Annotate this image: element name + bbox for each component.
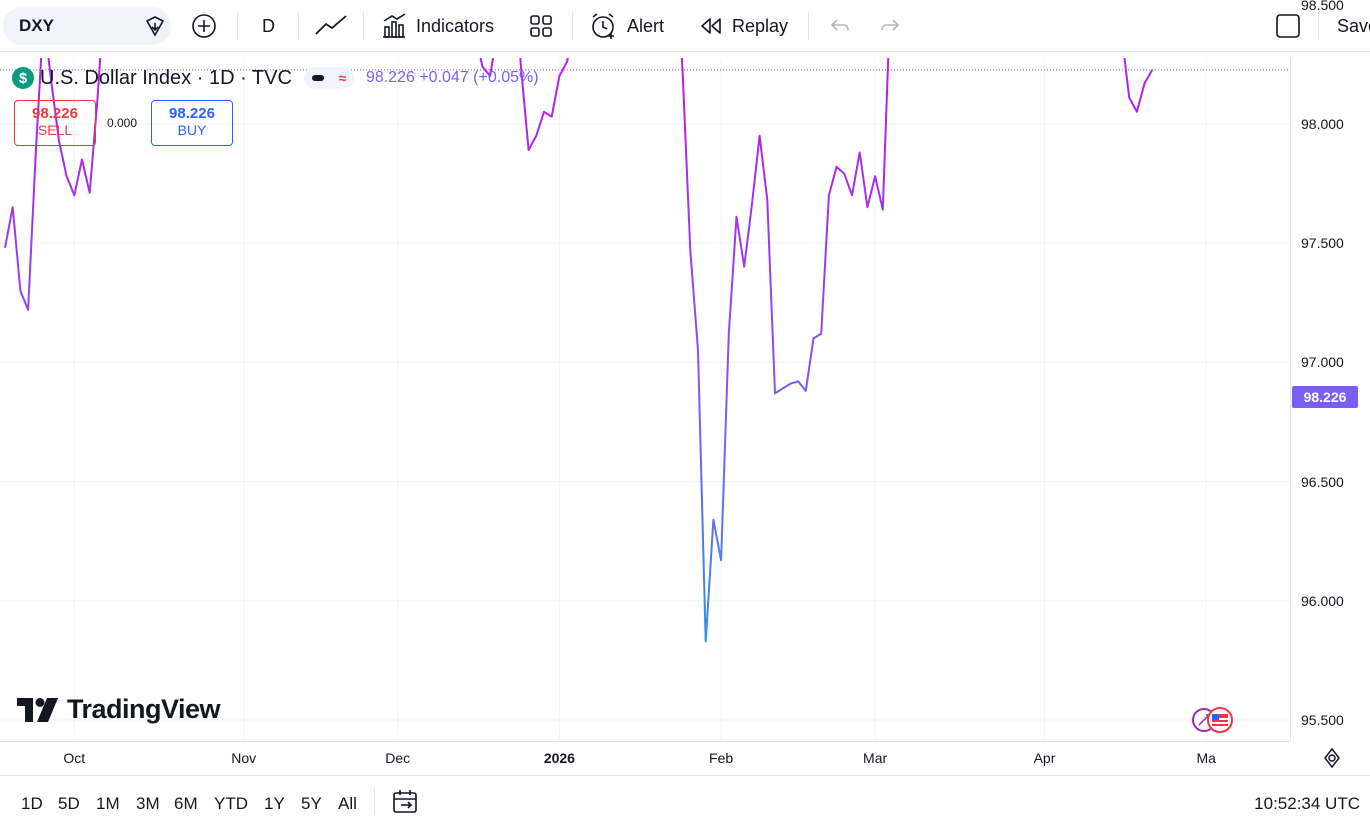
tradingview-logo[interactable]: TradingView: [17, 694, 221, 725]
redo-icon: [881, 19, 900, 31]
price-axis-label: 97.000: [1301, 354, 1344, 371]
layouts-button[interactable]: [528, 9, 554, 43]
sell-price: 98.226: [32, 105, 78, 122]
chart-legend: $ U.S. Dollar Index · 1D · TVC ≈ 98.226 …: [12, 64, 539, 92]
alert-label: Alert: [627, 15, 665, 36]
line-chart-icon: [315, 15, 347, 35]
top-toolbar: DXY D Indicators Alert Replay Save: [0, 0, 1370, 52]
range-button-1m[interactable]: 1M: [96, 794, 120, 813]
price-axis[interactable]: 101.000100.500100.00099.50099.00098.5009…: [1290, 0, 1370, 741]
minus-icon[interactable]: [311, 75, 324, 81]
legend-values: 98.226 +0.047 (+0.05%): [366, 69, 539, 87]
save-button[interactable]: Save: [1337, 9, 1370, 43]
utc-clock[interactable]: 10:52:34 UTC: [1254, 794, 1360, 813]
time-axis-label: 2026: [543, 750, 575, 766]
range-separator: [374, 788, 375, 814]
gear-icon: [1324, 747, 1340, 769]
price-axis-label: 98.500: [1301, 0, 1344, 13]
date-range-button[interactable]: [392, 789, 420, 820]
time-axis-label: Nov: [231, 750, 257, 766]
range-button-6m[interactable]: 6M: [174, 794, 198, 813]
range-button-all[interactable]: All: [338, 794, 357, 813]
alert-button[interactable]: Alert: [589, 9, 664, 43]
save-label: Save: [1337, 15, 1370, 36]
buy-label: BUY: [177, 122, 207, 138]
range-button-1y[interactable]: 1Y: [264, 794, 285, 813]
time-axis-label: Dec: [385, 750, 411, 766]
price-axis-label: 95.500: [1301, 712, 1344, 728]
range-button-ytd[interactable]: YTD: [214, 794, 248, 813]
chart-grid: [0, 58, 1290, 741]
grid-icon: [530, 15, 552, 37]
tradingview-logo-icon: [17, 697, 58, 722]
symbol-search[interactable]: DXY: [3, 7, 171, 45]
time-axis-label: Oct: [63, 750, 86, 766]
indicators-icon: [383, 13, 406, 38]
replay-label: Replay: [732, 15, 789, 36]
price-axis-label: 97.500: [1301, 235, 1344, 251]
add-symbol-button[interactable]: [190, 9, 218, 43]
indicators-button[interactable]: Indicators: [380, 9, 494, 43]
time-axis-label: Mar: [863, 750, 888, 766]
legend-last-price: 98.226: [365, 69, 415, 86]
legend-change: +0.047: [419, 69, 469, 86]
events-badges[interactable]: [1192, 707, 1233, 733]
buy-button[interactable]: 98.226 BUY: [151, 100, 233, 146]
dollar-icon: $: [12, 67, 34, 89]
legend-change-pct: (+0.05%): [473, 69, 539, 86]
axis-settings-button[interactable]: [1320, 746, 1344, 770]
calendar-icon: [393, 790, 417, 813]
legend-title[interactable]: U.S. Dollar Index · 1D · TVC: [40, 66, 292, 89]
undo-button[interactable]: [828, 9, 852, 43]
rewind-icon: [701, 18, 721, 34]
chart-type-button[interactable]: [314, 9, 348, 43]
time-axis-label: Apr: [1033, 750, 1056, 766]
time-axis-label: Feb: [709, 750, 734, 766]
bottom-toolbar: 1D 5D 1M 3M 6M YTD 1Y 5Y All 10:52:34 UTC: [0, 775, 1370, 820]
interval-button[interactable]: D: [262, 9, 275, 43]
range-button-5d[interactable]: 5D: [58, 794, 80, 813]
range-button-3m[interactable]: 3M: [136, 794, 160, 813]
buy-price: 98.226: [169, 105, 215, 122]
range-button-5y[interactable]: 5Y: [301, 794, 322, 813]
alarm-clock-icon: [592, 13, 614, 39]
plus-circle-icon: [192, 14, 216, 38]
fullscreen-button[interactable]: [1274, 9, 1302, 43]
time-axis-label: Ma: [1196, 750, 1216, 766]
legend-toggle[interactable]: ≈: [303, 67, 354, 89]
price-axis-label: 96.500: [1301, 473, 1344, 490]
compare-symbol-icon[interactable]: [143, 14, 167, 38]
sell-label: SELL: [37, 122, 73, 138]
redo-button[interactable]: [878, 9, 902, 43]
last-price-tag: 98.226: [1292, 386, 1358, 408]
price-axis-label: 98.000: [1301, 115, 1344, 132]
tradingview-wordmark: TradingView: [67, 694, 221, 724]
interval-label: D: [262, 15, 275, 36]
approx-icon[interactable]: ≈: [338, 70, 347, 86]
spread-value: 0.000: [107, 116, 138, 130]
square-icon: [1276, 14, 1300, 38]
sell-button[interactable]: 98.226 SELL: [14, 100, 96, 146]
price-axis-label: 96.000: [1301, 592, 1344, 609]
time-axis[interactable]: Oct Nov Dec 2026 Feb Mar Apr Ma: [0, 741, 1290, 774]
price-chart[interactable]: [0, 58, 1290, 741]
symbol-label: DXY: [19, 16, 54, 35]
replay-button[interactable]: Replay: [698, 9, 788, 43]
range-button-1d[interactable]: 1D: [21, 794, 43, 813]
indicators-label: Indicators: [416, 15, 495, 36]
undo-icon: [830, 19, 849, 31]
